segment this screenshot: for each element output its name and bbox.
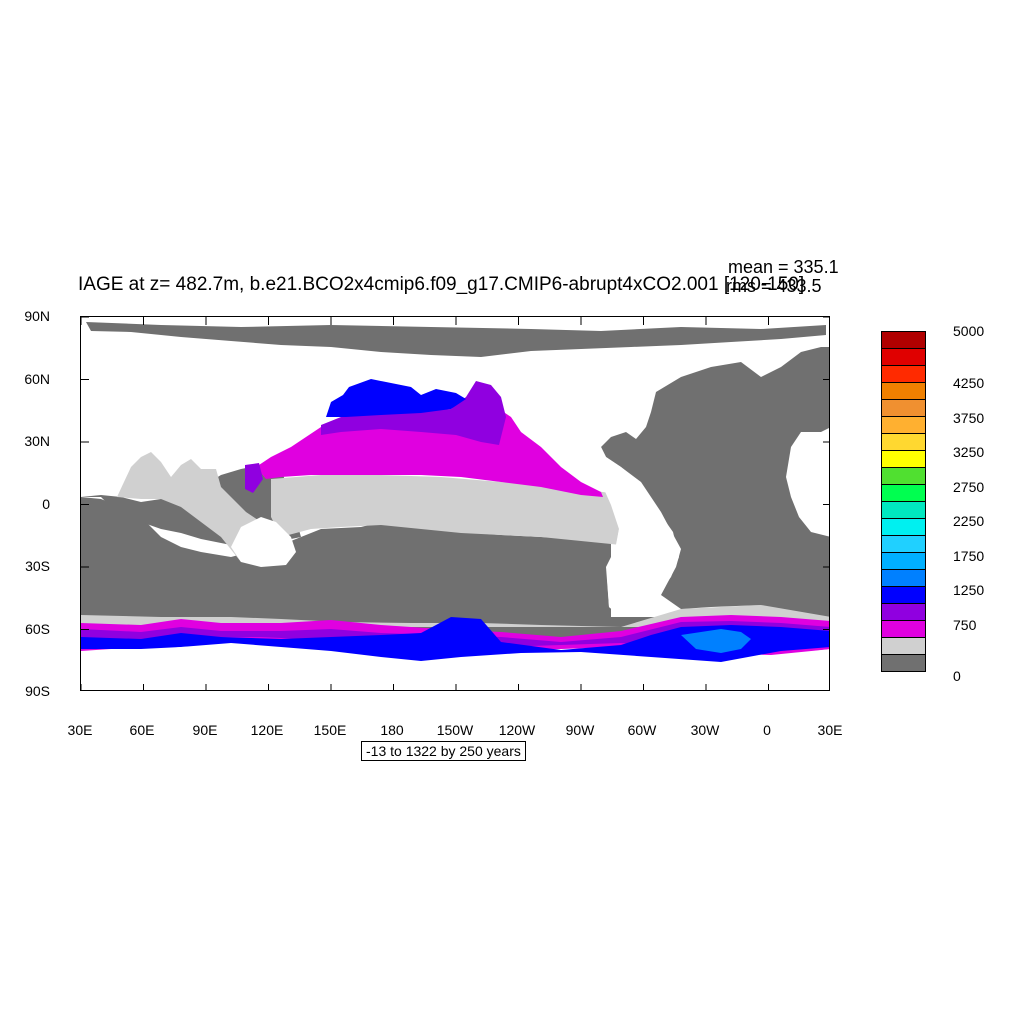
lat-tick-eq: 0 [42,496,50,512]
colorbar-label: 750 [953,617,977,633]
colorbar-swatch [881,621,926,638]
equatorial-pacific-mid-age [271,475,621,545]
southern-ocean-light-band [81,605,829,627]
colorbar-swatch [881,468,926,485]
lat-tick-90s: 90S [25,683,50,699]
colorbar-swatch [881,331,926,349]
west-pacific-purple-patch [245,463,263,493]
colorbar-label: 1250 [953,582,985,598]
lon-tick: 120E [250,722,284,738]
antarctica-land [81,645,829,690]
lat-tick-60s: 60S [25,621,50,637]
rms-stat: rms = 433.5 [726,276,822,296]
map-canvas [81,317,829,690]
colorbar-swatch [881,366,926,383]
atlantic-low-age [601,347,829,617]
lat-tick-90n: 90N [24,308,50,324]
colorbar-label: 3250 [953,444,985,460]
colorbar-swatch [881,655,926,672]
colorbar-swatch [881,417,926,434]
colorbar-label: 2250 [953,513,985,529]
lon-tick: 180 [380,722,404,738]
lon-tick: 60W [627,722,657,738]
lon-tick: 150E [313,722,347,738]
colorbar-label: 0 [953,668,961,684]
colorbar-swatch [881,349,926,366]
lat-tick-60n: 60N [24,371,50,387]
colorbar-swatch [881,502,926,519]
colorbar-swatch [881,587,926,604]
colorbar-swatch [881,536,926,553]
colorbar-swatch [881,570,926,587]
atlantic-americas-coast [601,447,679,617]
lon-tick: 60E [129,722,155,738]
lon-tick: 90W [565,722,595,738]
lon-tick: 0 [763,722,771,738]
arctic-low-age [86,322,826,357]
australia-land [231,517,296,567]
lon-tick: 30W [690,722,720,738]
contour-range-label: -13 to 1322 by 250 years [361,741,526,761]
colorbar-label: 1750 [953,548,985,564]
ocean-age-map [80,316,830,691]
colorbar-label: 4250 [953,375,985,391]
colorbar-label: 3750 [953,410,985,426]
lon-tick: 150W [436,722,474,738]
colorbar-swatch [881,519,926,536]
map-title: IAGE at z= 482.7m, b.e21.BCO2x4cmip6.f09… [78,274,805,295]
lon-tick: 30E [817,722,843,738]
colorbar-swatch [881,638,926,655]
north-pacific-blue [326,379,466,417]
lon-tick: 30E [67,722,93,738]
lon-tick: 120W [498,722,536,738]
colorbar-swatch [881,604,926,621]
colorbar [881,331,926,672]
southern-ocean-blue-band [81,617,829,662]
colorbar-swatch [881,383,926,400]
colorbar-swatch [881,434,926,451]
lat-tick-30n: 30N [24,433,50,449]
lon-tick: 90E [192,722,218,738]
colorbar-swatch [881,485,926,502]
southern-ocean-low-age [81,497,829,637]
colorbar-swatch [881,400,926,417]
weddell-sea-light-blue [681,629,751,653]
mean-stat: mean = 335.1 [728,257,839,277]
colorbar-swatch [881,451,926,468]
colorbar-label: 2750 [953,479,985,495]
indian-ocean-mid-age [117,452,271,562]
colorbar-swatch [881,553,926,570]
colorbar-label: 5000 [953,323,985,339]
lat-tick-30s: 30S [25,558,50,574]
